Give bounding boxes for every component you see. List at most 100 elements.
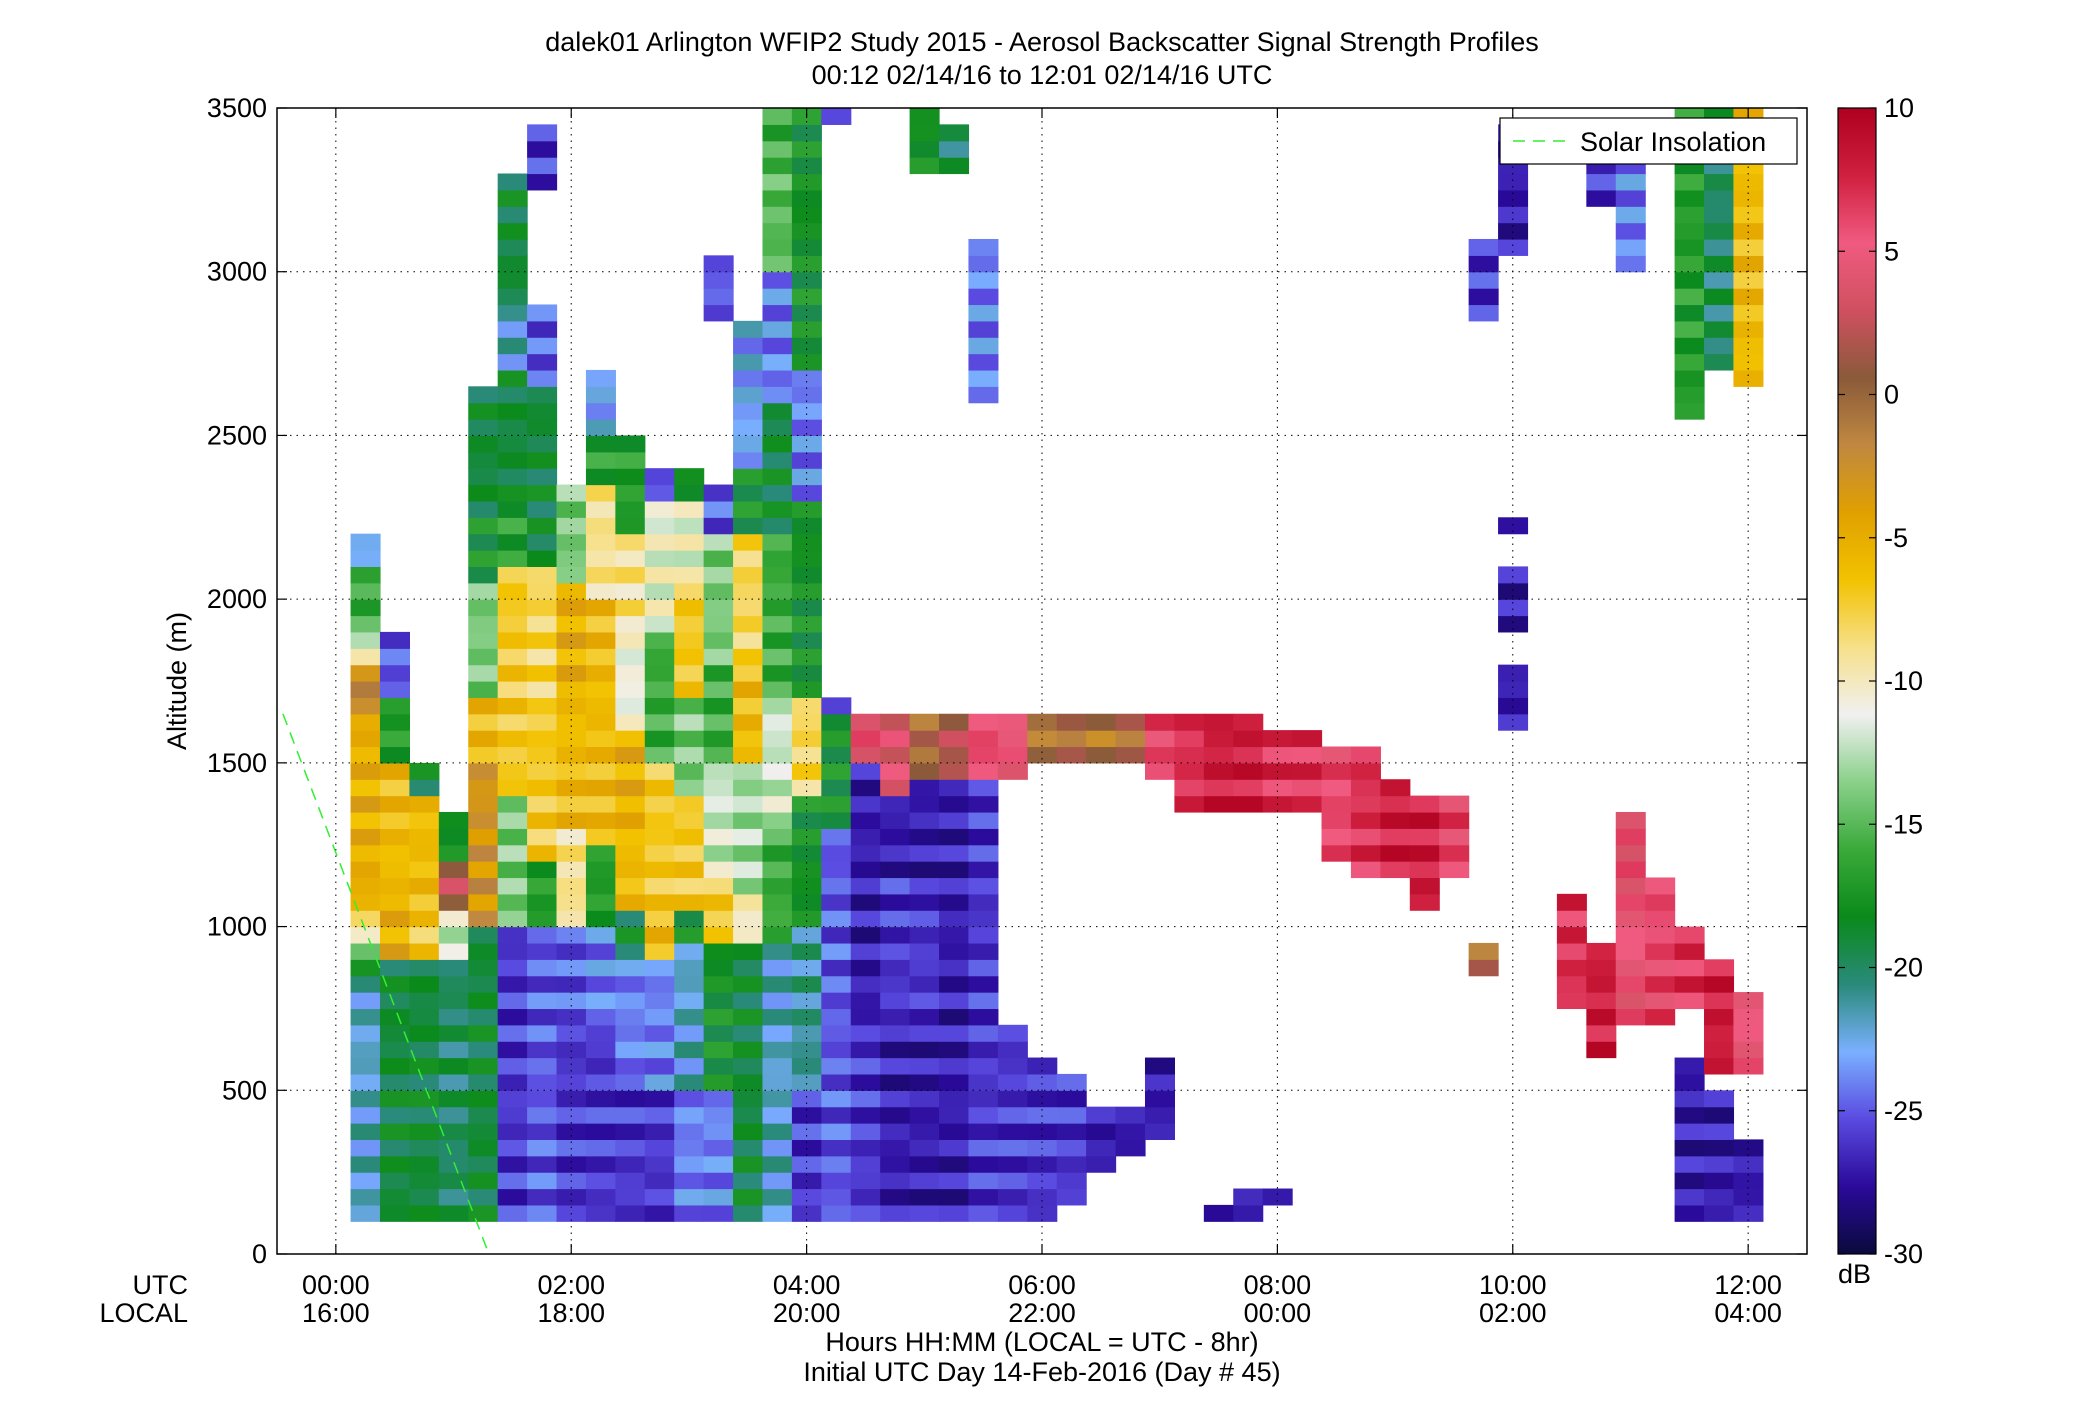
heatmap-cell bbox=[880, 975, 911, 993]
heatmap-cell bbox=[821, 1106, 852, 1124]
y-axis-label: Altitude (m) bbox=[162, 612, 192, 750]
heatmap-cell bbox=[1733, 1041, 1764, 1059]
heatmap-cell bbox=[1086, 1106, 1117, 1124]
heatmap-cell bbox=[1350, 811, 1381, 829]
heatmap-cell bbox=[644, 942, 675, 960]
heatmap-cell bbox=[556, 599, 587, 617]
heatmap-cell bbox=[615, 1172, 646, 1190]
heatmap-cell bbox=[762, 1204, 793, 1222]
colorbar-tick-label: -20 bbox=[1884, 953, 1923, 983]
heatmap-cell bbox=[968, 811, 999, 829]
colorbar-tick-label: 5 bbox=[1884, 236, 1899, 266]
heatmap-cell bbox=[880, 730, 911, 748]
heatmap-cell bbox=[1674, 369, 1705, 387]
heatmap-cell bbox=[880, 959, 911, 977]
heatmap-cell bbox=[821, 1123, 852, 1140]
heatmap-cell bbox=[615, 681, 646, 698]
heatmap-cell bbox=[497, 746, 528, 764]
heatmap-cell bbox=[409, 1073, 440, 1091]
heatmap-cell bbox=[733, 730, 764, 748]
heatmap-cell bbox=[644, 517, 675, 535]
heatmap-cell bbox=[703, 746, 734, 764]
heatmap-cell bbox=[497, 1172, 528, 1190]
heatmap-cell bbox=[438, 1172, 469, 1190]
heatmap-cell bbox=[1704, 1024, 1735, 1042]
heatmap-cell bbox=[379, 1172, 410, 1190]
heatmap-cell bbox=[821, 992, 852, 1010]
heatmap-cell bbox=[1174, 746, 1205, 764]
heatmap-cell bbox=[939, 959, 970, 977]
heatmap-cell bbox=[703, 942, 734, 960]
heatmap-cell bbox=[762, 861, 793, 879]
heatmap-cell bbox=[1144, 1123, 1175, 1140]
heatmap-cell bbox=[1292, 779, 1323, 797]
heatmap-cell bbox=[968, 926, 999, 944]
heatmap-cell bbox=[438, 893, 469, 911]
heatmap-cell bbox=[791, 811, 822, 829]
heatmap-cell bbox=[468, 762, 499, 780]
heatmap-cell bbox=[762, 320, 793, 338]
heatmap-cell bbox=[497, 173, 528, 191]
heatmap-cell bbox=[1439, 844, 1470, 862]
heatmap-cell bbox=[997, 1139, 1028, 1157]
heatmap-cell bbox=[762, 369, 793, 387]
y-tick-label: 1000 bbox=[207, 912, 267, 942]
heatmap-cell bbox=[703, 288, 734, 306]
heatmap-cell bbox=[1233, 795, 1264, 813]
heatmap-cell bbox=[1056, 1155, 1087, 1173]
heatmap-cell bbox=[1674, 1057, 1705, 1075]
heatmap-cell bbox=[1468, 238, 1499, 256]
heatmap-cell bbox=[468, 419, 499, 437]
heatmap-cell bbox=[1704, 1155, 1735, 1173]
heatmap-cell bbox=[556, 1155, 587, 1173]
heatmap-cell bbox=[762, 386, 793, 404]
heatmap-cell bbox=[850, 1188, 881, 1206]
heatmap-cell bbox=[1380, 844, 1411, 862]
heatmap-cell bbox=[527, 353, 558, 371]
heatmap-cell bbox=[409, 779, 440, 797]
heatmap-cell bbox=[615, 664, 646, 682]
heatmap-cell bbox=[791, 959, 822, 977]
y-tick-label: 1500 bbox=[207, 748, 267, 778]
heatmap-cell bbox=[527, 1008, 558, 1026]
x-tick-label-local: 04:00 bbox=[1714, 1298, 1782, 1328]
heatmap-cell bbox=[674, 713, 705, 731]
heatmap-cell bbox=[468, 500, 499, 518]
heatmap-cell bbox=[497, 369, 528, 387]
heatmap-cell bbox=[556, 1123, 587, 1140]
heatmap-cell bbox=[821, 730, 852, 748]
heatmap-cell bbox=[1586, 1008, 1617, 1026]
heatmap-cell bbox=[556, 648, 587, 666]
heatmap-cell bbox=[438, 877, 469, 895]
heatmap-cell bbox=[409, 1139, 440, 1157]
heatmap-cell bbox=[1380, 861, 1411, 879]
heatmap-cell bbox=[527, 959, 558, 977]
heatmap-cell bbox=[997, 1106, 1028, 1124]
heatmap-cell bbox=[438, 1106, 469, 1124]
heatmap-cell bbox=[615, 1188, 646, 1206]
heatmap-cell bbox=[409, 1041, 440, 1059]
heatmap-cell bbox=[791, 369, 822, 387]
heatmap-cell bbox=[762, 451, 793, 469]
heatmap-cell bbox=[1027, 746, 1058, 764]
heatmap-cell bbox=[762, 893, 793, 911]
heatmap-cell bbox=[1056, 730, 1087, 748]
heatmap-cell bbox=[527, 517, 558, 535]
heatmap-cell bbox=[409, 1172, 440, 1190]
heatmap-cell bbox=[644, 1057, 675, 1075]
heatmap-cell bbox=[880, 1155, 911, 1173]
heatmap-cell bbox=[379, 893, 410, 911]
heatmap-cell bbox=[1674, 271, 1705, 289]
heatmap-cell bbox=[1615, 942, 1646, 960]
heatmap-cell bbox=[733, 1172, 764, 1190]
heatmap-cell bbox=[350, 926, 381, 944]
heatmap-cell bbox=[497, 353, 528, 371]
heatmap-cell bbox=[762, 484, 793, 502]
heatmap-cell bbox=[791, 1057, 822, 1075]
heatmap-cell bbox=[1439, 828, 1470, 846]
heatmap-cell bbox=[379, 1073, 410, 1091]
heatmap-cell bbox=[1321, 746, 1352, 764]
heatmap-cell bbox=[497, 500, 528, 518]
heatmap-cell bbox=[409, 910, 440, 928]
heatmap-cell bbox=[1174, 730, 1205, 748]
